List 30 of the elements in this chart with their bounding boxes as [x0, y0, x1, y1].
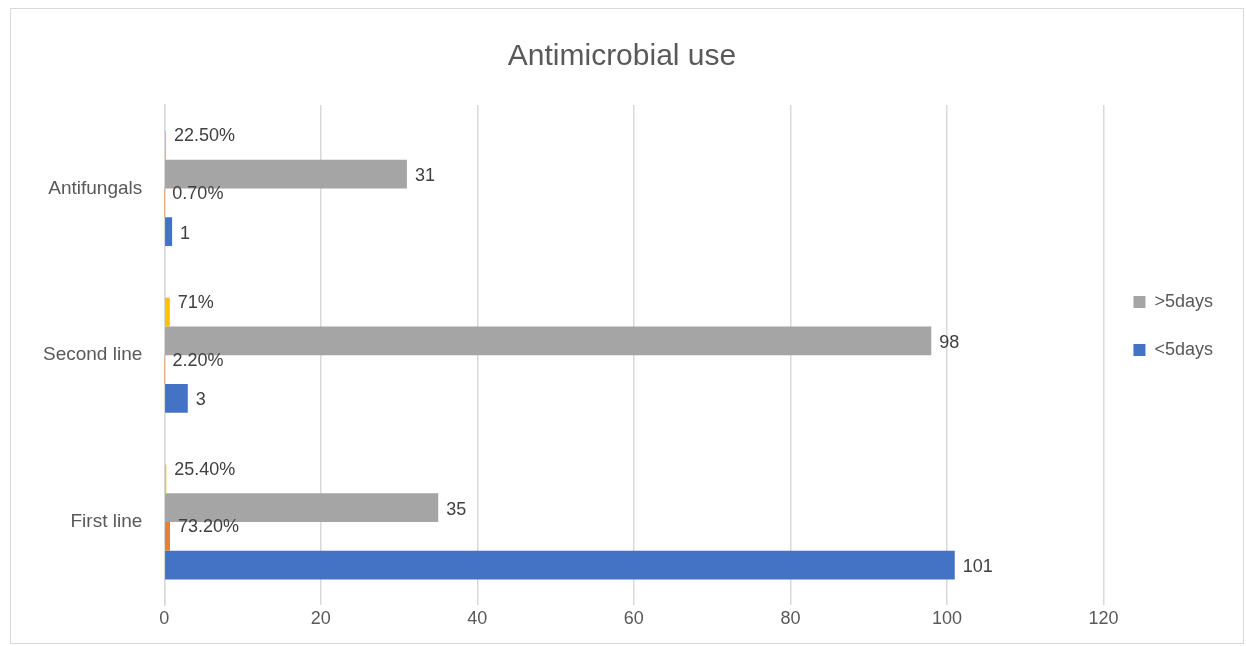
- data-label: 31: [414, 164, 435, 185]
- legend-label: <5days: [1154, 338, 1213, 359]
- bar: [165, 550, 955, 580]
- data-label: 73.20%: [178, 516, 240, 537]
- bar: [165, 522, 171, 551]
- data-label: 1: [180, 222, 191, 243]
- data-label: 3: [195, 389, 206, 410]
- data-label: 2.20%: [172, 349, 224, 370]
- x-tick-label: 0: [159, 608, 170, 629]
- x-tick-label: 120: [1088, 608, 1119, 629]
- x-tick-label: 40: [467, 608, 488, 629]
- y-tick-label: Second line: [43, 343, 143, 365]
- data-label: 71%: [177, 292, 214, 313]
- x-tick-label: 20: [310, 608, 331, 629]
- bar: [165, 217, 173, 246]
- data-label: 35: [446, 498, 467, 519]
- x-tick-label: 80: [780, 608, 801, 629]
- bar: [165, 383, 188, 413]
- data-label: 0.70%: [172, 182, 224, 203]
- chart-title: Antimicrobial use: [507, 38, 737, 72]
- y-tick-label: Antifungals: [48, 176, 143, 198]
- data-label: 22.50%: [174, 125, 236, 146]
- data-label: 98: [939, 331, 960, 352]
- bar: [165, 297, 170, 327]
- x-tick-label: 100: [931, 608, 962, 629]
- data-label: 25.40%: [174, 458, 236, 479]
- legend-label: >5days: [1154, 290, 1213, 311]
- data-label: 101: [962, 556, 993, 577]
- x-tick-label: 60: [623, 608, 644, 629]
- y-tick-label: First line: [70, 510, 143, 532]
